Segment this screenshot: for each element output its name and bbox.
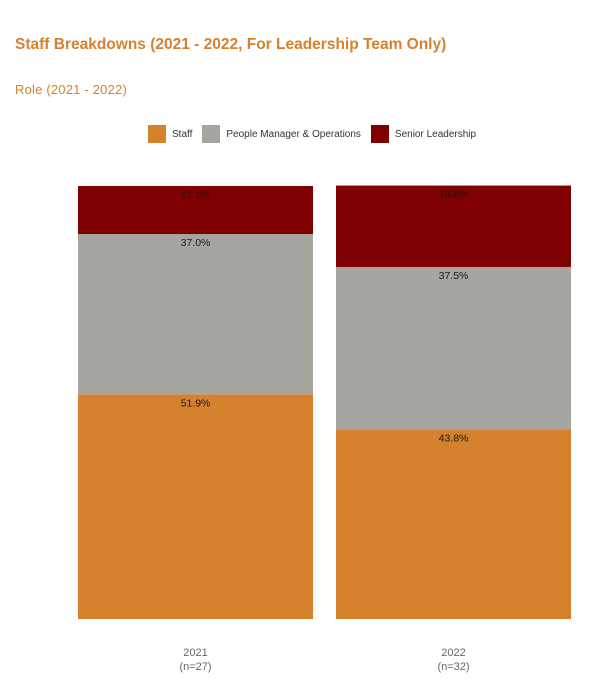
legend-swatch-people-manager xyxy=(202,125,221,143)
legend-swatch-staff xyxy=(148,125,166,143)
bar-segment-people-manager-operations-2021 xyxy=(78,234,313,395)
legend-item-senior-leadership: Senior Leadership xyxy=(370,125,477,143)
data-label-staff-2021: 51.9% xyxy=(181,397,211,409)
x-tick-sublabel-2022: (n=32) xyxy=(437,661,469,673)
chart-legend: Staff People Manager & Operations Senior… xyxy=(148,124,486,144)
legend-label-people-manager: People Manager & Operations xyxy=(226,128,361,140)
legend-item-staff: Staff xyxy=(148,125,192,143)
data-label-staff-2022: 43.8% xyxy=(439,432,469,444)
legend-swatch-senior-leadership xyxy=(370,125,389,143)
section-title: Role (2021 - 2022) xyxy=(15,82,127,97)
legend-label-staff: Staff xyxy=(172,128,193,140)
data-label-senior-leadership-2021: 11.1% xyxy=(181,189,210,201)
x-tick-sublabel-2021: (n=27) xyxy=(179,661,211,673)
page-title: Staff Breakdowns (2021 - 2022, For Leade… xyxy=(15,36,447,53)
bar-segment-senior-leadership-2021 xyxy=(78,186,313,235)
bar-segment-staff-2022 xyxy=(336,429,571,619)
legend-item-people-manager: People Manager & Operations xyxy=(202,125,361,143)
x-tick-label-2021: 2021 xyxy=(183,647,207,659)
bar-segment-senior-leadership-2022 xyxy=(336,185,571,267)
data-label-senior-leadership-2022: 18.8% xyxy=(439,189,469,201)
legend-label-senior-leadership: Senior Leadership xyxy=(394,128,477,140)
bar-segment-staff-2021 xyxy=(78,394,313,619)
data-label-people-manager-operations-2021: 37.0% xyxy=(181,237,211,249)
x-tick-label-2022: 2022 xyxy=(441,647,465,659)
data-label-people-manager-operations-2022: 37.5% xyxy=(439,270,469,282)
bar-segment-people-manager-operations-2022 xyxy=(336,266,571,430)
